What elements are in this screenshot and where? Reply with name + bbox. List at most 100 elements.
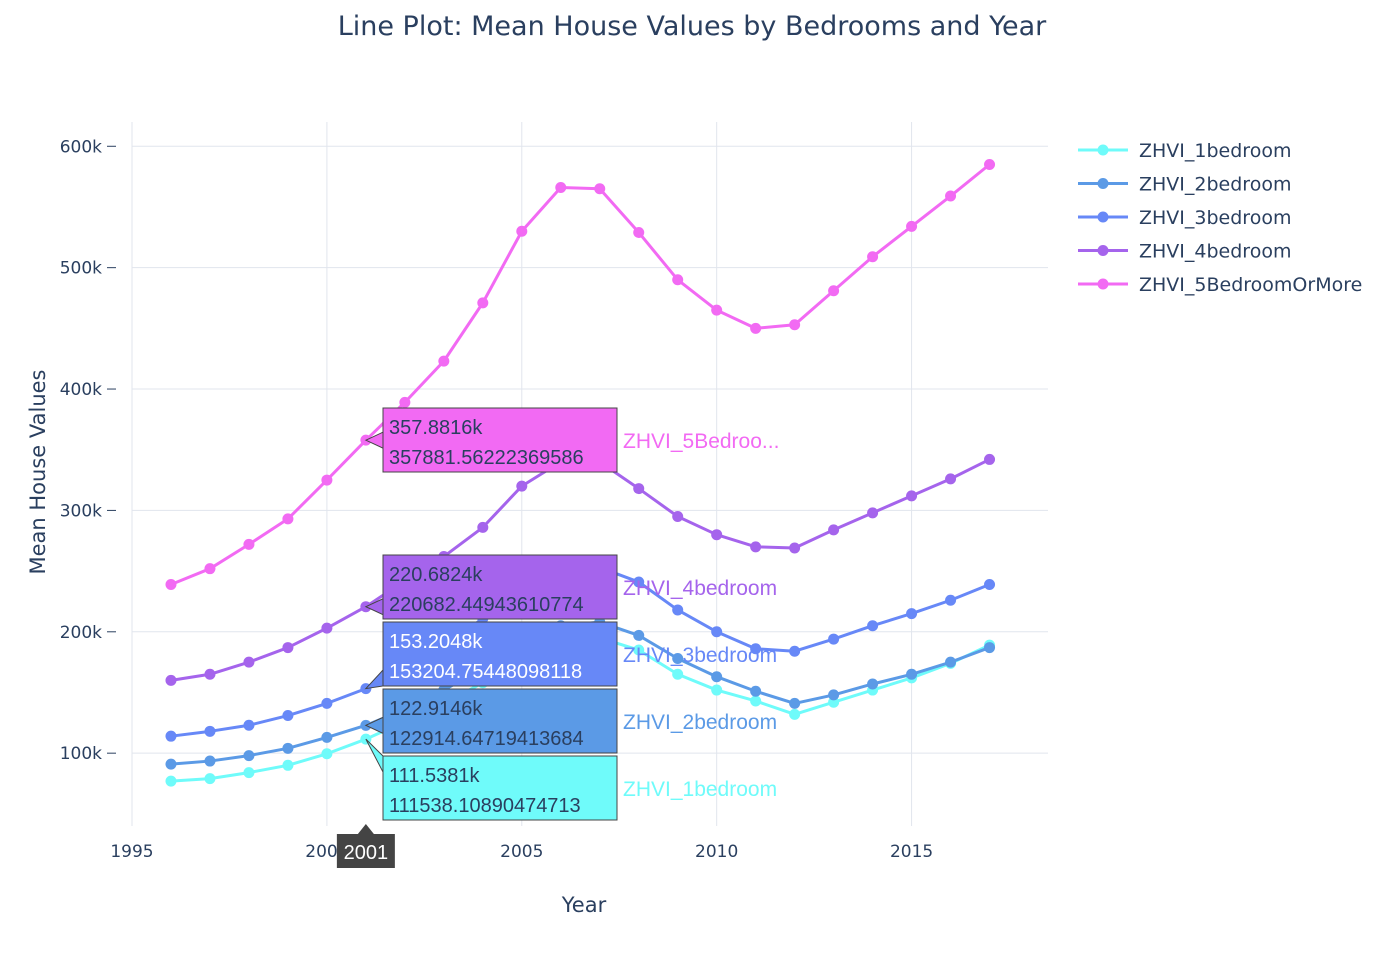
data-point[interactable] [204, 755, 216, 767]
data-point[interactable] [165, 730, 177, 742]
hover-box [382, 621, 618, 687]
x-tick-label: 1995 [110, 842, 153, 862]
data-point[interactable] [672, 510, 684, 522]
data-point[interactable] [945, 190, 957, 202]
data-point[interactable] [165, 758, 177, 770]
legend: ZHVI_1bedroom ZHVI_2bedroom ZHVI_3bedroom Z… [1078, 140, 1362, 296]
data-point[interactable] [672, 652, 684, 664]
hover-box [382, 554, 618, 620]
data-point[interactable] [828, 689, 840, 701]
data-point[interactable] [984, 642, 996, 654]
data-point[interactable] [789, 319, 801, 331]
data-point[interactable] [282, 759, 294, 771]
data-point[interactable] [750, 695, 762, 707]
data-point[interactable] [555, 182, 567, 194]
data-point[interactable] [828, 285, 840, 297]
legend-item[interactable]: ZHVI_1bedroom [1078, 140, 1291, 162]
data-point[interactable] [984, 453, 996, 465]
data-point[interactable] [945, 594, 957, 606]
data-point[interactable] [867, 678, 879, 690]
data-point[interactable] [633, 483, 645, 495]
data-point[interactable] [282, 642, 294, 654]
data-point[interactable] [867, 507, 879, 519]
data-point[interactable] [477, 297, 489, 309]
data-point[interactable] [243, 767, 255, 779]
legend-item[interactable]: ZHVI_4bedroom [1078, 241, 1291, 263]
data-point[interactable] [789, 697, 801, 709]
data-point[interactable] [633, 644, 645, 656]
data-point[interactable] [204, 773, 216, 785]
legend-item[interactable]: ZHVI_3bedroom [1078, 207, 1291, 229]
legend-label: ZHVI_3bedroom [1139, 207, 1291, 229]
data-point[interactable] [165, 775, 177, 787]
legend-item[interactable]: ZHVI_2bedroom [1078, 174, 1291, 196]
data-point[interactable] [204, 563, 216, 575]
data-point[interactable] [789, 708, 801, 720]
data-point[interactable] [594, 183, 606, 195]
data-point[interactable] [204, 725, 216, 737]
data-point[interactable] [165, 578, 177, 590]
data-point[interactable] [633, 576, 645, 588]
data-point[interactable] [711, 626, 723, 638]
data-point[interactable] [282, 710, 294, 722]
hover-label: 220.6824k 220682.44943610774 ZHVI_4bedroom [364, 554, 777, 620]
legend-item[interactable]: ZHVI_5BedroomOrMore [1078, 274, 1362, 296]
data-point[interactable] [906, 490, 918, 502]
data-point[interactable] [477, 521, 489, 533]
legend-label: ZHVI_2bedroom [1139, 174, 1291, 196]
data-point[interactable] [672, 668, 684, 680]
data-point[interactable] [243, 719, 255, 731]
data-point[interactable] [672, 604, 684, 616]
data-point[interactable] [633, 629, 645, 641]
hover-value-full: 153204.75448098118 [389, 661, 582, 683]
data-point[interactable] [321, 622, 333, 634]
data-point[interactable] [321, 697, 333, 709]
data-point[interactable] [906, 220, 918, 232]
data-point[interactable] [516, 480, 528, 492]
data-point[interactable] [828, 633, 840, 645]
data-point[interactable] [672, 274, 684, 286]
data-point[interactable] [984, 578, 996, 590]
data-point[interactable] [243, 750, 255, 762]
data-point[interactable] [906, 668, 918, 680]
data-point[interactable] [165, 674, 177, 686]
data-point[interactable] [750, 643, 762, 655]
hover-pointer [364, 431, 384, 449]
series-line[interactable] [170, 163, 991, 586]
data-point[interactable] [711, 304, 723, 316]
data-point[interactable] [750, 322, 762, 334]
data-point[interactable] [321, 731, 333, 743]
data-point[interactable] [282, 742, 294, 754]
data-point[interactable] [282, 513, 294, 525]
data-point[interactable] [243, 538, 255, 550]
data-point[interactable] [828, 524, 840, 536]
data-point[interactable] [945, 656, 957, 668]
data-point[interactable] [633, 226, 645, 238]
data-point[interactable] [399, 396, 411, 408]
y-tick-label: 400k [60, 380, 102, 400]
data-point[interactable] [984, 158, 996, 170]
hover-series-name: ZHVI_4bedroom [623, 577, 777, 600]
data-point[interactable] [750, 541, 762, 553]
data-point[interactable] [516, 225, 528, 237]
data-point[interactable] [711, 671, 723, 683]
series-ZHVI_5BedroomOrMore[interactable] [165, 158, 996, 590]
y-axis-title: Mean House Values [26, 370, 50, 575]
data-point[interactable] [789, 542, 801, 554]
data-point[interactable] [789, 645, 801, 657]
data-point[interactable] [711, 529, 723, 541]
data-point[interactable] [945, 473, 957, 485]
data-point[interactable] [750, 685, 762, 697]
data-point[interactable] [204, 668, 216, 680]
data-point[interactable] [321, 748, 333, 760]
data-point[interactable] [438, 355, 450, 367]
data-point[interactable] [321, 474, 333, 486]
legend-swatch-marker [1097, 278, 1109, 290]
data-point[interactable] [867, 251, 879, 263]
data-point[interactable] [243, 656, 255, 668]
data-point[interactable] [711, 684, 723, 696]
data-point[interactable] [906, 608, 918, 620]
hover-value-short: 111.5381k [389, 765, 480, 787]
data-point[interactable] [867, 620, 879, 632]
hover-box [382, 755, 618, 821]
